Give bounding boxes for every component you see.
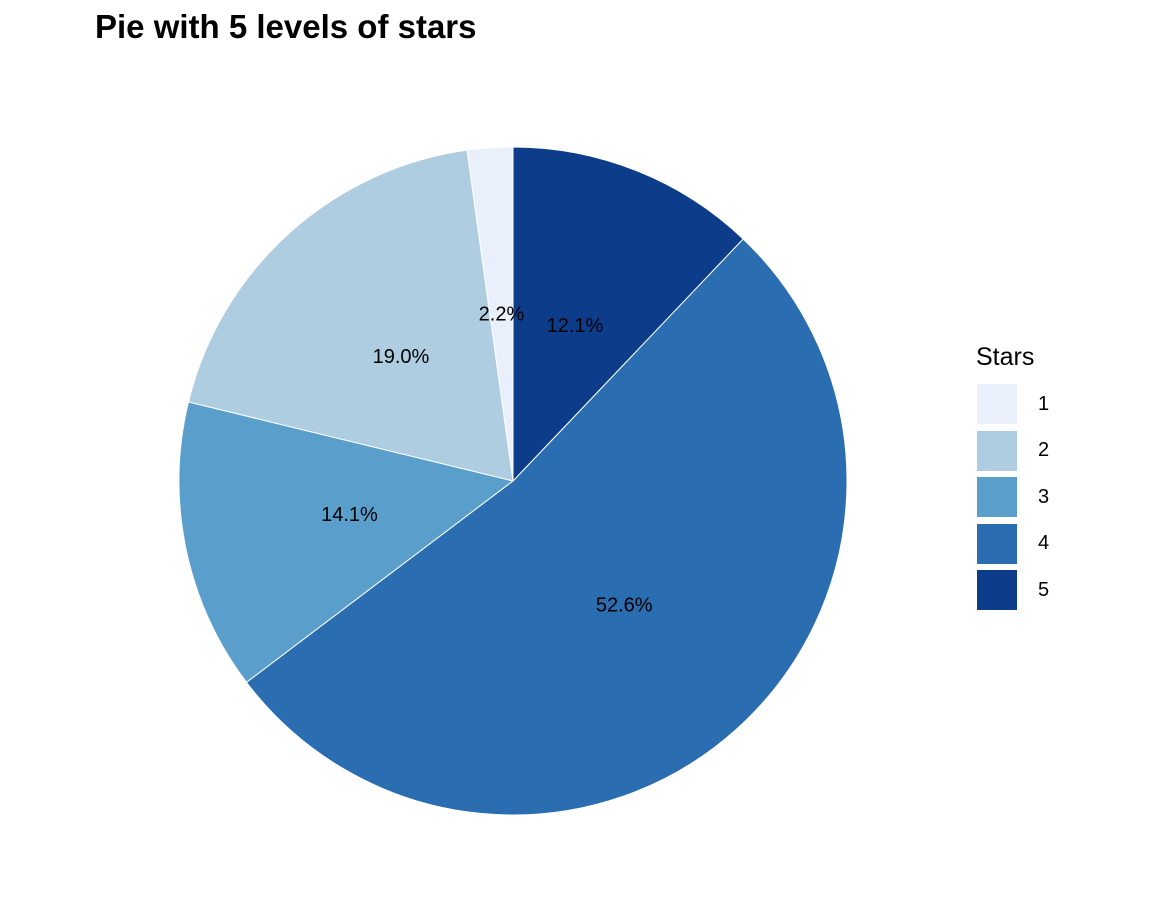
legend-key-2 — [976, 429, 1018, 472]
legend-key-5 — [976, 569, 1018, 612]
slice-label-4: 52.6% — [596, 595, 653, 617]
legend: Stars 1 2 3 4 5 — [976, 343, 1049, 614]
legend-item-4: 4 — [976, 521, 1049, 568]
legend-key-4 — [976, 522, 1018, 565]
legend-item-1: 1 — [976, 381, 1049, 428]
chart-title: Pie with 5 levels of stars — [95, 8, 477, 45]
slice-label-3: 14.1% — [321, 504, 378, 526]
legend-label-5: 5 — [1038, 578, 1050, 601]
legend-label-1: 1 — [1038, 392, 1050, 415]
pie-labels: 2.2% 19.0% 14.1% 52.6% 12.1% — [321, 303, 653, 616]
pie-slice-4 — [245, 238, 848, 816]
legend-key-1 — [976, 383, 1018, 426]
pie-slice-3 — [178, 401, 515, 684]
pie-slice-5 — [512, 146, 744, 483]
legend-label-3: 3 — [1038, 485, 1050, 508]
legend-item-3: 3 — [976, 474, 1049, 521]
slice-label-5: 12.1% — [547, 315, 604, 337]
legend-item-5: 5 — [976, 567, 1049, 614]
slice-label-1: 2.2% — [479, 303, 525, 325]
legend-label-4: 4 — [1038, 532, 1050, 555]
pie-slices — [178, 146, 848, 816]
legend-key-3 — [976, 476, 1018, 519]
pie-slice-2 — [187, 149, 514, 482]
legend-item-2: 2 — [976, 428, 1049, 475]
legend-label-2: 2 — [1038, 439, 1050, 462]
legend-items: 1 2 3 4 5 — [976, 381, 1049, 614]
slice-label-2: 19.0% — [373, 346, 430, 368]
legend-title: Stars — [976, 343, 1035, 371]
